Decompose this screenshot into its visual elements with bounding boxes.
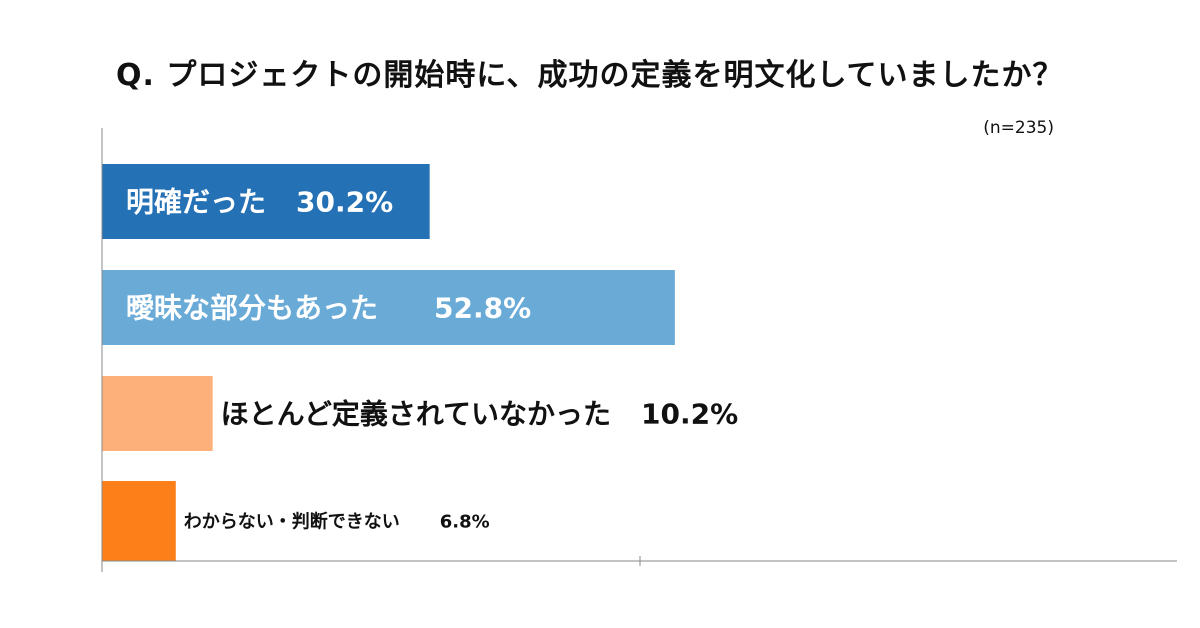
bar-group: 明確だった 30.2% 曖昧な部分もあった 52.8% ほとんど定義されていなかった 10… xyxy=(102,164,738,561)
bar-4 xyxy=(102,481,176,561)
bar-1 xyxy=(102,164,430,239)
bar-category-label-1: 明確だった xyxy=(126,186,266,219)
sample-size: (n=235) xyxy=(983,118,1054,138)
bar-3 xyxy=(102,376,213,451)
bar-category-label-2: 曖昧な部分もあった xyxy=(126,292,378,325)
bar-2 xyxy=(102,270,675,345)
bar-category-label-3: ほとんど定義されていなかった xyxy=(221,398,611,431)
bar-value-label-4: 6.8% xyxy=(440,511,490,532)
chart-title: Q. プロジェクトの開始時に、成功の定義を明文化していましたか？ xyxy=(116,58,1064,93)
bar-value-label-3: 10.2% xyxy=(641,398,738,431)
bar-category-label-4: わからない・判断できない xyxy=(184,510,400,532)
bar-value-label-1: 30.2% xyxy=(296,186,393,219)
bar-value-label-2: 52.8% xyxy=(434,292,531,325)
